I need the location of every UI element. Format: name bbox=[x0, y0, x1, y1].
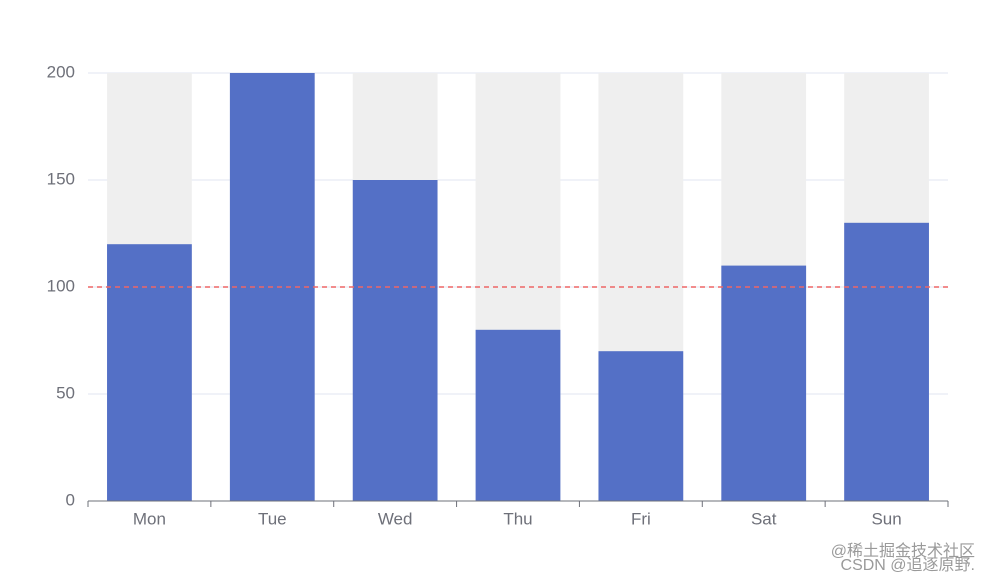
watermark: CSDN @追逐原野. bbox=[841, 556, 975, 574]
x-tick-label: Sun bbox=[871, 509, 901, 528]
bar bbox=[598, 351, 684, 501]
bar bbox=[352, 180, 438, 501]
x-tick-label: Tue bbox=[258, 509, 287, 528]
x-tick-label: Thu bbox=[503, 509, 532, 528]
x-tick-label: Fri bbox=[631, 509, 651, 528]
y-tick-label: 150 bbox=[47, 169, 75, 188]
x-tick-label: Sat bbox=[751, 509, 777, 528]
bar bbox=[475, 329, 561, 501]
bar bbox=[844, 222, 929, 502]
y-tick-label: 0 bbox=[66, 490, 75, 509]
bar bbox=[721, 265, 807, 501]
x-tick-label: Wed bbox=[378, 509, 413, 528]
x-tick-label: Mon bbox=[133, 509, 166, 528]
y-tick-label: 50 bbox=[56, 383, 75, 402]
y-tick-label: 100 bbox=[47, 276, 75, 295]
watermark: @稀土掘金技术社区 bbox=[831, 542, 975, 560]
bar bbox=[107, 244, 192, 501]
y-tick-label: 200 bbox=[47, 62, 75, 81]
